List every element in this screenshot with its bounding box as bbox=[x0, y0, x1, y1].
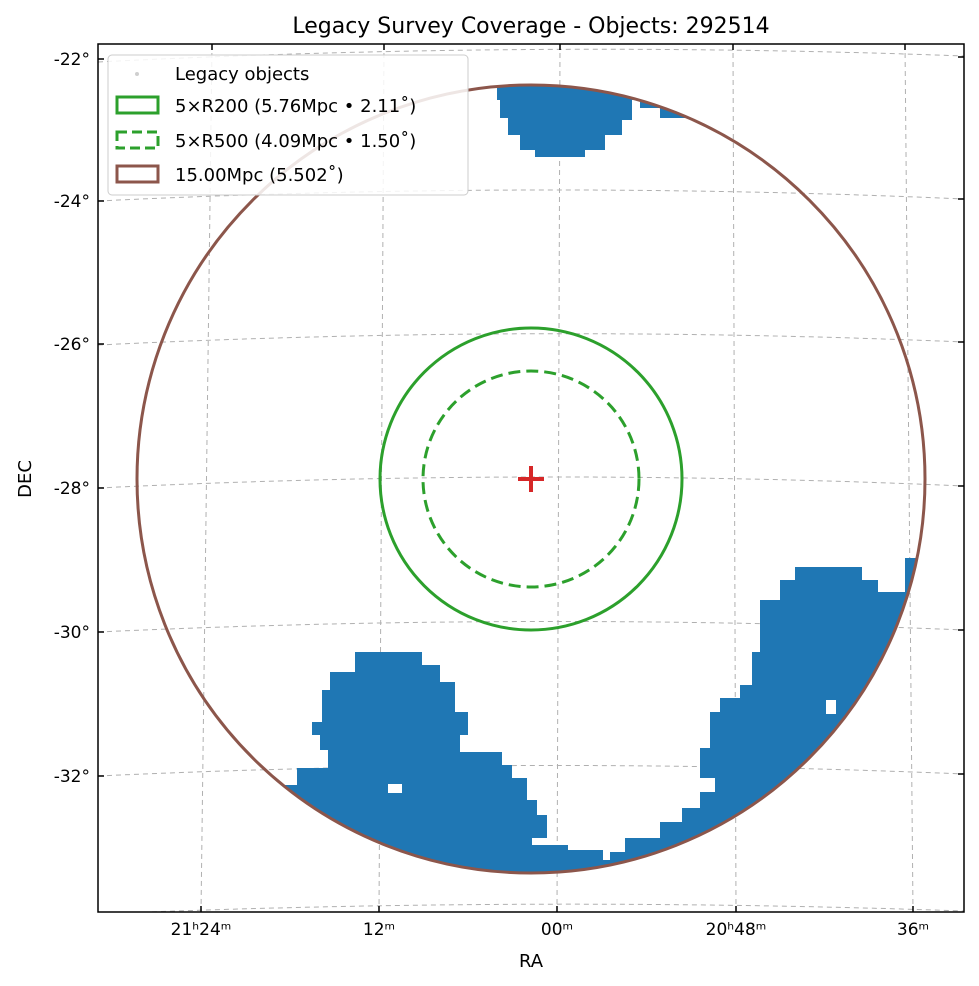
legend-label: Legacy objects bbox=[175, 64, 309, 85]
legend-box bbox=[107, 54, 469, 196]
grid-line-dec-34 bbox=[135, 903, 964, 912]
coverage-holes bbox=[388, 700, 836, 793]
legend-label: 5×R500 (4.09Mpc • 1.50˚) bbox=[175, 131, 416, 152]
grid-line-dec-22 bbox=[98, 48, 964, 63]
coverage-hole bbox=[388, 784, 402, 793]
y-tick-label: -32° bbox=[54, 767, 90, 787]
x-axis bbox=[200, 44, 914, 912]
x-axis-label: RA bbox=[519, 951, 544, 972]
axes-frame bbox=[97, 43, 965, 913]
coverage-hole bbox=[826, 700, 836, 714]
x-tick-label: 36ᵐ bbox=[897, 920, 929, 940]
y-tick-label: -24° bbox=[54, 192, 90, 212]
grid-line-ra-2036 bbox=[904, 44, 914, 912]
y-tick-label: -28° bbox=[54, 479, 90, 499]
legend-marker-5xr200 bbox=[115, 95, 160, 115]
radius-circles bbox=[135, 83, 927, 875]
x-tick-label: 21ʰ24ᵐ bbox=[171, 920, 232, 940]
grid-line-dec-32 bbox=[98, 764, 964, 777]
legend-marker-5xr500 bbox=[115, 130, 160, 150]
chart-title: Legacy Survey Coverage - Objects: 292514 bbox=[292, 14, 769, 39]
y-tick-label: -22° bbox=[54, 50, 90, 70]
y-tick-label: -26° bbox=[54, 335, 90, 355]
legend-label: 15.00Mpc (5.502˚) bbox=[175, 165, 344, 186]
legend-label: 5×R200 (5.76Mpc • 2.11˚) bbox=[175, 96, 416, 117]
x-tick-label: 00ᵐ bbox=[541, 920, 573, 940]
coverage-patch-north bbox=[497, 85, 640, 157]
grid-line-ra-2100 bbox=[556, 44, 561, 912]
legend-marker-legacy-objects bbox=[135, 72, 139, 76]
y-tick-label: -30° bbox=[54, 623, 90, 643]
grid-line-dec-26 bbox=[98, 333, 964, 346]
coverage-patch-southwest bbox=[270, 652, 615, 873]
legend: Legacy objects 5×R200 (5.76Mpc • 2.11˚) … bbox=[107, 54, 469, 196]
legend-marker-15mpc bbox=[115, 164, 160, 184]
x-tick-labels: 21ʰ24ᵐ 12ᵐ 00ᵐ 20ʰ48ᵐ 36ᵐ bbox=[171, 920, 929, 940]
circle-5xr500 bbox=[421, 369, 641, 589]
y-tick-labels: -22° -24° -26° -28° -30° -32° bbox=[54, 50, 90, 787]
y-axis bbox=[98, 56, 964, 777]
x-tick-label: 20ʰ48ᵐ bbox=[706, 920, 767, 940]
circle-5xr200 bbox=[378, 326, 684, 632]
cluster-center-marker bbox=[518, 466, 544, 492]
y-axis-label: DEC bbox=[15, 460, 36, 498]
grid-line-dec-24 bbox=[98, 189, 964, 202]
x-tick-label: 12ᵐ bbox=[363, 920, 395, 940]
circle-15mpc bbox=[135, 83, 927, 875]
